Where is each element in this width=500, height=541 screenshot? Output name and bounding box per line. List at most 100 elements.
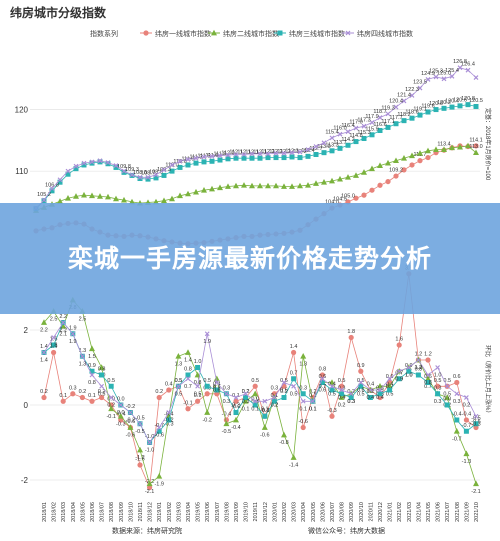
data-label: -0.3 bbox=[327, 408, 336, 414]
data-point bbox=[473, 103, 479, 109]
data-point bbox=[401, 167, 407, 173]
data-point bbox=[147, 440, 153, 445]
data-label: 119.1 bbox=[413, 107, 426, 113]
data-point bbox=[313, 152, 319, 158]
data-label: 0.5 bbox=[98, 391, 106, 397]
x-tick-label: 2019/10 bbox=[244, 502, 250, 522]
data-point bbox=[195, 398, 201, 404]
data-point bbox=[195, 365, 201, 370]
data-point bbox=[457, 143, 463, 150]
data-point bbox=[204, 331, 210, 337]
data-label: -1.4 bbox=[289, 463, 298, 469]
data-label: -0.2 bbox=[164, 418, 173, 424]
data-point bbox=[297, 155, 303, 161]
data-label: 0.5 bbox=[107, 378, 115, 384]
data-point bbox=[97, 158, 103, 164]
data-point bbox=[361, 135, 367, 141]
x-tick-label: 2019/04 bbox=[186, 502, 192, 522]
data-point bbox=[70, 331, 76, 337]
data-label: 0.6 bbox=[213, 388, 221, 394]
data-label: 1.3 bbox=[79, 361, 87, 367]
data-point bbox=[217, 157, 223, 163]
data-label: 0.1 bbox=[59, 393, 67, 399]
data-point bbox=[361, 123, 367, 129]
data-point bbox=[241, 182, 247, 188]
data-label: 113.0 bbox=[469, 144, 482, 150]
data-point bbox=[146, 480, 153, 487]
data-point bbox=[243, 391, 249, 397]
data-label: 0.2 bbox=[98, 389, 106, 395]
x-tick-label: 2018/07 bbox=[100, 502, 106, 522]
data-point bbox=[454, 379, 460, 386]
data-label: 0.5 bbox=[328, 391, 336, 397]
data-label: -0.3 bbox=[116, 421, 125, 427]
top-y-axis: 110 120 bbox=[15, 106, 29, 177]
data-point bbox=[329, 177, 335, 184]
data-label: 1.2 bbox=[415, 352, 423, 358]
data-label: 0.2 bbox=[107, 403, 115, 409]
data-label: 0.1 bbox=[242, 406, 250, 412]
x-tick-label: 2021/08 bbox=[455, 502, 461, 522]
data-label: 0.5 bbox=[434, 378, 442, 384]
data-point bbox=[233, 416, 239, 423]
data-label: -2.1 bbox=[145, 489, 154, 495]
series-line bbox=[43, 299, 477, 485]
x-tick-label: 2018/08 bbox=[109, 502, 115, 522]
data-label: 0.8 bbox=[98, 367, 106, 373]
x-tick-label: 2020/06 bbox=[320, 502, 326, 522]
data-point bbox=[89, 372, 95, 378]
data-point bbox=[51, 335, 57, 340]
data-point bbox=[457, 65, 463, 71]
data-point bbox=[396, 342, 402, 348]
data-point bbox=[281, 380, 287, 385]
x-tick-label: 2019/06 bbox=[205, 502, 211, 522]
data-label: 1.9 bbox=[69, 325, 77, 331]
x-tick-label: 2018/06 bbox=[90, 502, 96, 522]
data-point bbox=[300, 353, 307, 359]
data-point bbox=[73, 163, 79, 169]
data-point bbox=[233, 398, 239, 404]
data-label: 109.3 bbox=[125, 167, 139, 173]
data-label: 1.4 bbox=[184, 358, 192, 364]
data-point bbox=[393, 157, 399, 164]
data-label: 0.2 bbox=[463, 403, 471, 409]
data-point bbox=[417, 158, 423, 164]
data-point bbox=[353, 139, 359, 145]
data-label: 120.6 bbox=[453, 97, 467, 103]
data-point bbox=[105, 193, 111, 200]
data-label: 0.0 bbox=[117, 410, 125, 416]
data-point bbox=[60, 398, 66, 404]
data-label: 1.4 bbox=[40, 344, 48, 350]
data-point bbox=[166, 417, 172, 423]
data-label: 105.2 bbox=[37, 192, 51, 198]
data-point bbox=[441, 76, 447, 82]
data-label: 117.1 bbox=[381, 119, 394, 125]
data-label: -0.6 bbox=[298, 419, 307, 425]
data-point bbox=[417, 85, 423, 91]
data-point bbox=[281, 395, 287, 400]
x-tick-label: 2020/03 bbox=[292, 502, 298, 522]
data-point bbox=[358, 383, 364, 389]
data-label: 0.2 bbox=[242, 389, 250, 395]
data-point bbox=[358, 380, 364, 385]
data-label: 126.8 bbox=[453, 59, 467, 65]
y-tick-label: 0 bbox=[24, 401, 29, 410]
data-label: 1.9 bbox=[203, 339, 211, 345]
data-label: -0.4 bbox=[462, 412, 471, 418]
data-point bbox=[377, 115, 383, 120]
data-point bbox=[73, 166, 79, 172]
data-label: -0.6 bbox=[126, 419, 135, 425]
data-point bbox=[281, 431, 287, 438]
data-label: 0.2 bbox=[155, 389, 163, 395]
data-point bbox=[444, 402, 450, 408]
x-tick-label: 2020/07 bbox=[330, 502, 336, 522]
data-point bbox=[153, 172, 159, 178]
data-point bbox=[153, 175, 159, 181]
data-label: 108.7 bbox=[141, 171, 155, 177]
data-point bbox=[409, 92, 415, 98]
data-point bbox=[137, 446, 143, 453]
chart-title: 纬房城市分级指数 bbox=[10, 5, 107, 20]
data-point bbox=[161, 197, 167, 204]
data-point bbox=[209, 158, 215, 164]
data-point bbox=[377, 387, 383, 393]
